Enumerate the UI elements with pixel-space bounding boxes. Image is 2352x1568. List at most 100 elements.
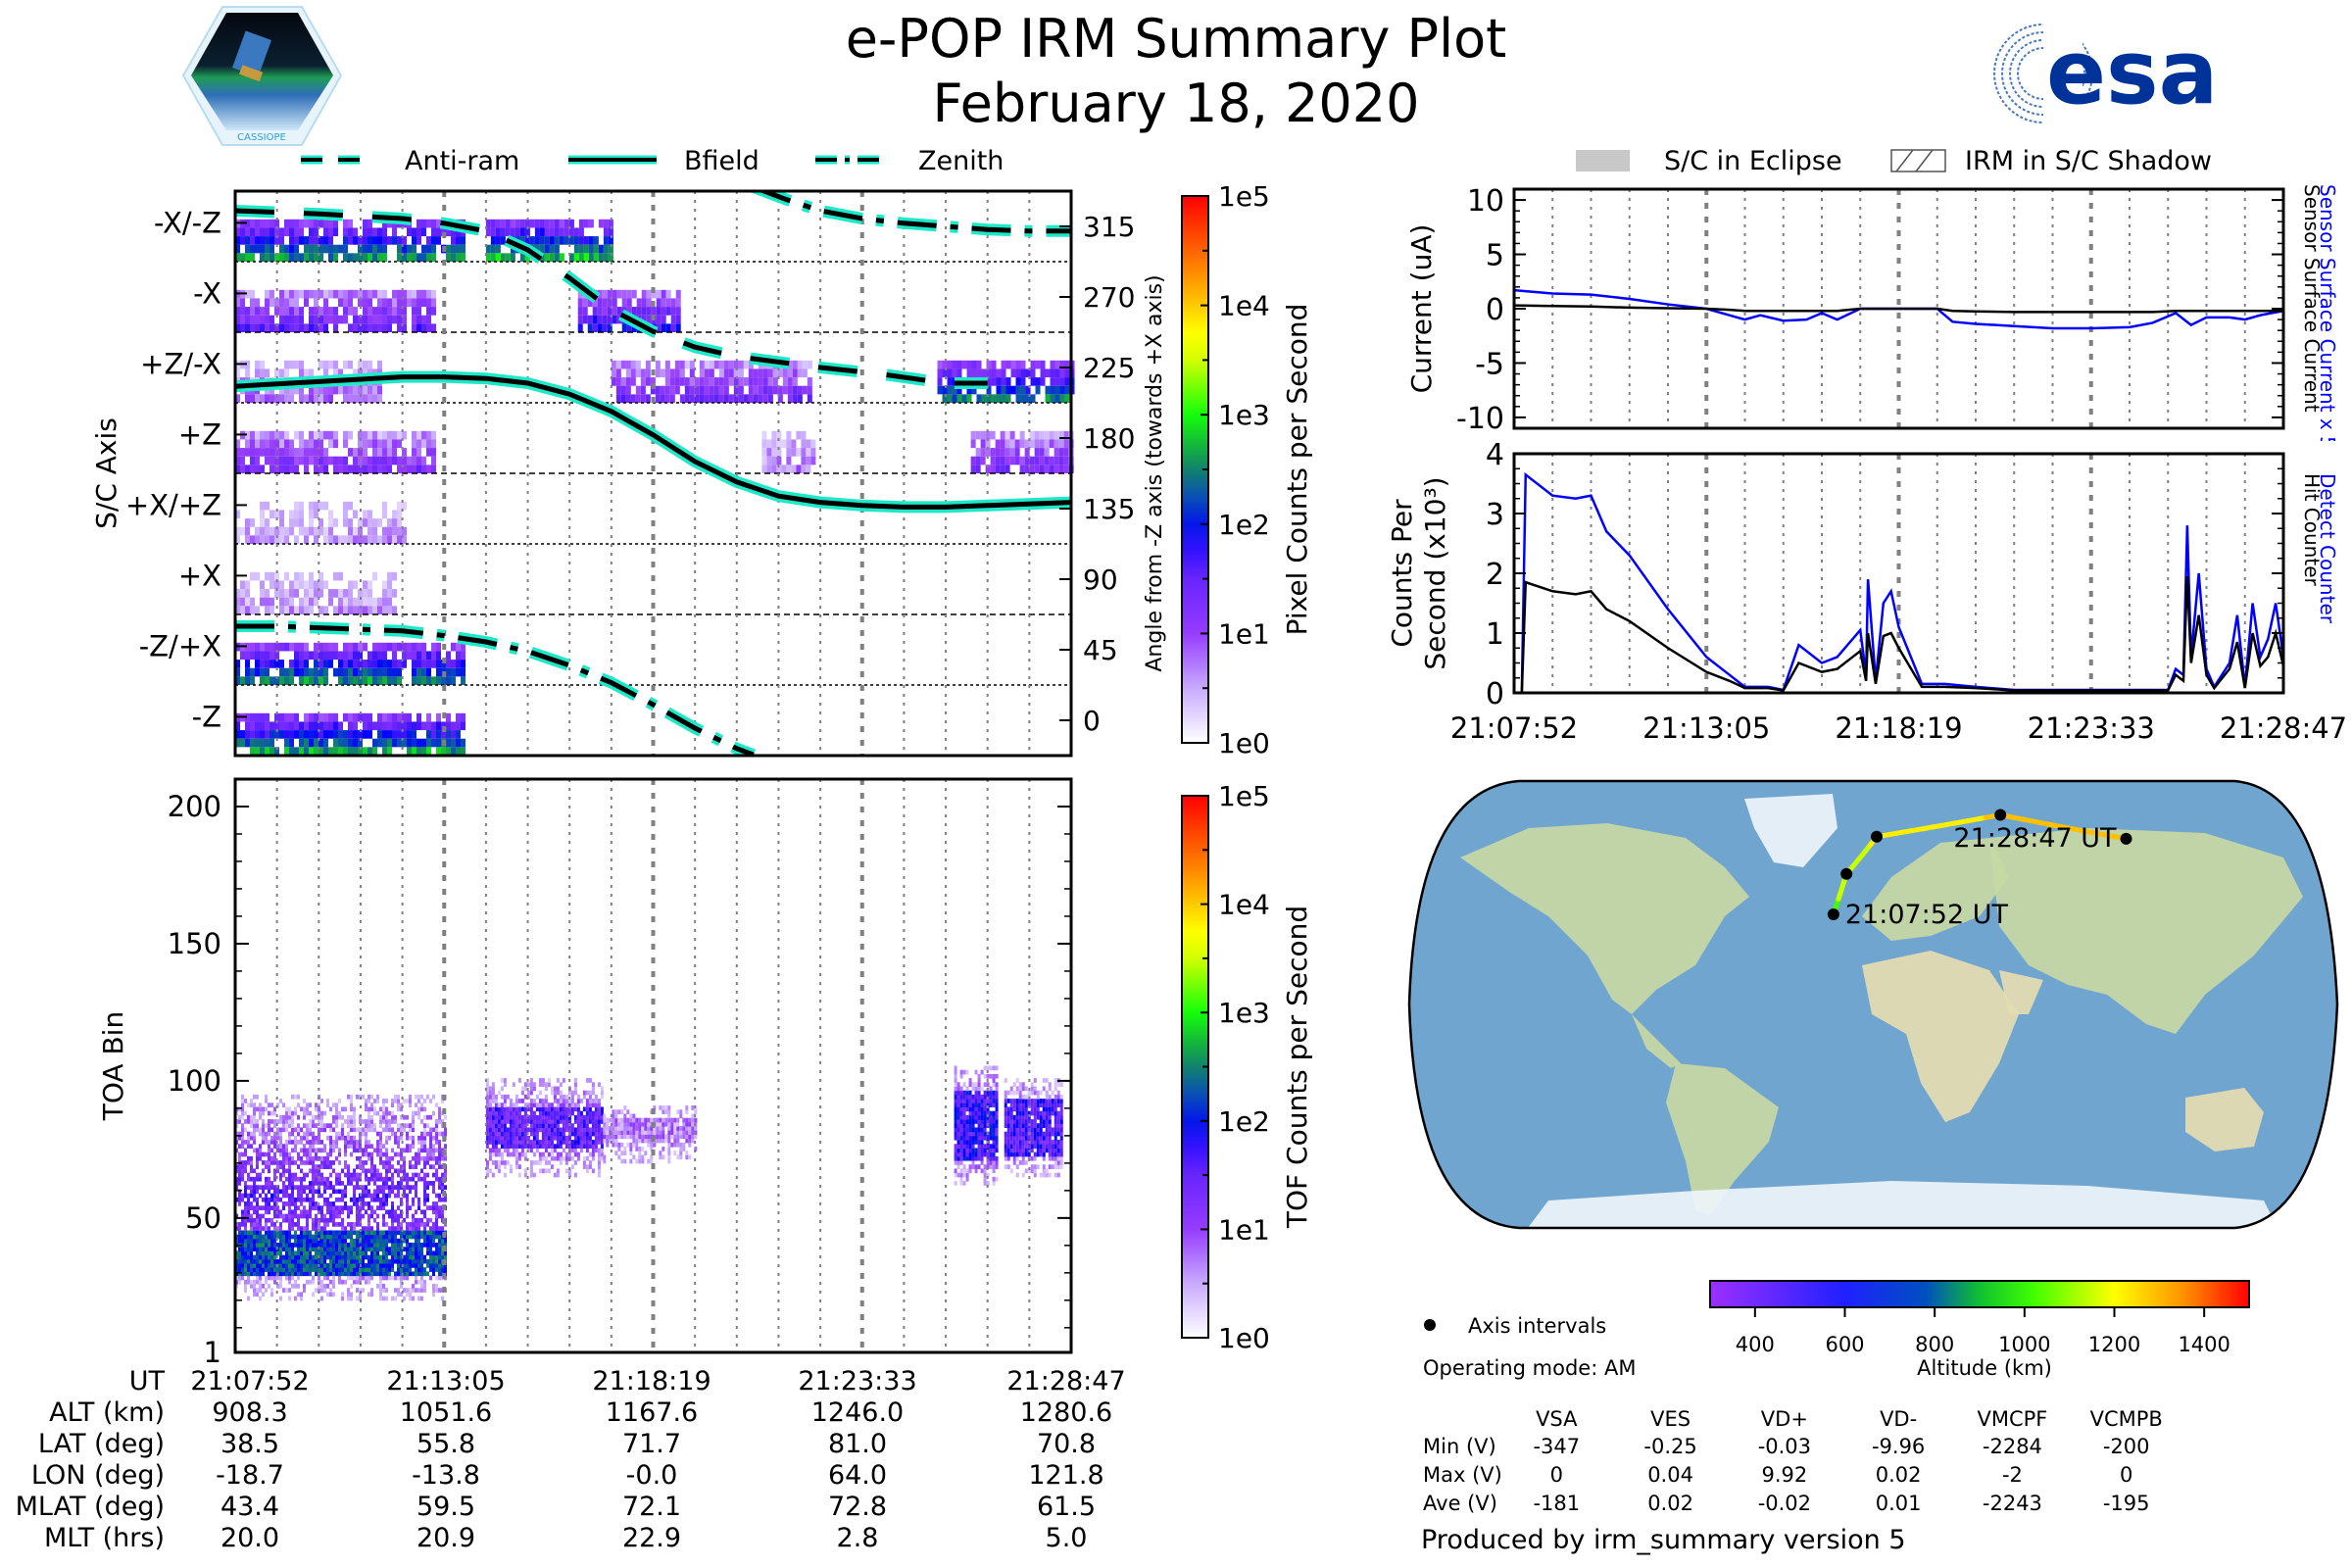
spectrogram-cell xyxy=(260,589,265,598)
spectrogram-cell xyxy=(461,738,466,748)
spectrogram-cell xyxy=(456,642,461,652)
spectrogram-cell xyxy=(253,1267,256,1272)
spectrogram-cell xyxy=(250,1230,253,1236)
spectrogram-cell xyxy=(370,1172,373,1178)
spectrogram-cell xyxy=(299,667,304,677)
spectrogram-cell xyxy=(532,1082,536,1087)
spectrogram-cell xyxy=(733,360,739,369)
spectrogram-cell xyxy=(567,1172,571,1178)
spectrogram-cell xyxy=(365,1201,368,1206)
spectrogram-cell xyxy=(562,1102,565,1107)
spectrogram-cell xyxy=(947,394,953,403)
spectrogram-cell xyxy=(400,1148,403,1153)
spectrogram-cell xyxy=(300,1181,303,1186)
spectrogram-cell xyxy=(412,1135,415,1141)
spectrogram-cell xyxy=(314,289,318,299)
spectrogram-cell xyxy=(250,1102,253,1107)
spectrogram-cell xyxy=(503,1172,507,1178)
spectrogram-cell xyxy=(379,1152,382,1157)
spectrogram-cell xyxy=(368,1271,370,1277)
spectrogram-cell xyxy=(397,1217,400,1223)
spectrogram-cell xyxy=(559,236,564,245)
spectrogram-cell xyxy=(315,1250,318,1256)
spectrogram-cell xyxy=(291,1201,294,1206)
spectrogram-cell xyxy=(289,307,294,316)
spectrogram-cell xyxy=(1010,368,1016,378)
spectrogram-cell xyxy=(288,1193,291,1199)
spectrogram-cell xyxy=(314,738,318,748)
spectrogram-cell xyxy=(541,1099,545,1103)
spectrogram-cell xyxy=(550,1152,554,1157)
spectrogram-cell xyxy=(406,1176,409,1182)
spectrogram-cell xyxy=(238,1106,241,1112)
spectrogram-cell xyxy=(250,1271,253,1277)
spectrogram-cell xyxy=(625,385,631,395)
spectrogram-cell xyxy=(461,651,466,661)
spectrogram-cell xyxy=(761,439,767,449)
spectrogram-cell xyxy=(299,236,304,245)
spectrogram-cell xyxy=(270,1110,273,1116)
spectrogram-cell xyxy=(279,385,284,395)
spectrogram-cell xyxy=(326,1176,329,1182)
spectrogram-cell xyxy=(244,1247,247,1251)
spectrogram-cell xyxy=(412,1119,415,1124)
spectrogram-cell xyxy=(1035,360,1041,369)
spectrogram-cell xyxy=(262,1160,265,1165)
spectrogram-cell xyxy=(368,1181,370,1186)
spectrogram-cell xyxy=(259,1271,262,1277)
spectrogram-cell xyxy=(397,1181,400,1186)
spectrogram-cell xyxy=(426,1172,429,1178)
spectrogram-cell xyxy=(288,1247,291,1251)
spectrogram-cell xyxy=(332,1222,335,1227)
spectrogram-cell xyxy=(544,1144,548,1149)
spectrogram-cell xyxy=(603,227,609,237)
spectrogram-cell xyxy=(385,1127,388,1133)
spectrogram-cell xyxy=(282,1181,285,1186)
spectrogram-cell xyxy=(415,1189,417,1195)
spectrogram-cell xyxy=(598,253,604,262)
spectrogram-cell xyxy=(270,1135,273,1141)
spectrogram-cell xyxy=(438,1230,441,1236)
spectrogram-cell xyxy=(996,385,1002,395)
spectrogram-cell xyxy=(556,1144,560,1149)
spectrogram-cell xyxy=(276,1250,279,1256)
spectrogram-cell xyxy=(256,1123,259,1128)
spectrogram-cell xyxy=(350,1226,353,1231)
spectrogram-cell xyxy=(256,1094,259,1100)
spectrogram-cell xyxy=(282,1152,285,1157)
spectrogram-cell xyxy=(235,597,240,607)
spectrogram-cell xyxy=(347,1213,350,1219)
spectrogram-cell xyxy=(417,1172,420,1178)
spectrogram-cell xyxy=(306,1271,309,1277)
spectrogram-cell xyxy=(541,1106,545,1112)
spectrogram-cell xyxy=(241,1106,244,1112)
spectrogram-cell xyxy=(1030,368,1036,378)
spectrogram-cell xyxy=(1050,385,1055,395)
spectrogram-cell xyxy=(265,1258,268,1264)
spectrogram-cell xyxy=(368,1279,370,1285)
spectrogram-cell xyxy=(377,448,382,457)
spectrogram-cell xyxy=(588,219,594,228)
spectrogram-cell xyxy=(435,1222,438,1227)
spectrogram-cell xyxy=(363,298,368,308)
spectrogram-cell xyxy=(444,1254,447,1260)
spectrogram-cell xyxy=(333,253,338,262)
spectrogram-cell xyxy=(250,1267,253,1272)
spectrogram-cell xyxy=(385,1247,388,1251)
spectrogram-cell xyxy=(420,1275,423,1281)
spectrogram-cell xyxy=(494,1152,498,1157)
spectrogram-cell xyxy=(303,1152,306,1157)
spectrogram-cell xyxy=(240,448,245,457)
spectrogram-cell xyxy=(526,1102,530,1107)
spectrogram-cell xyxy=(245,642,250,652)
spectrogram-cell xyxy=(415,1267,417,1272)
spectrogram-cell xyxy=(247,1144,250,1149)
spectrogram-cell xyxy=(309,1238,312,1244)
spectrogram-cell xyxy=(441,1172,444,1178)
spectrogram-cell xyxy=(294,606,299,614)
spectrogram-cell xyxy=(416,456,421,466)
spectrogram-cell xyxy=(412,1226,415,1231)
spectrogram-cell xyxy=(241,1099,244,1103)
spectrogram-cell xyxy=(626,289,632,299)
spectrogram-cell xyxy=(268,1275,270,1281)
